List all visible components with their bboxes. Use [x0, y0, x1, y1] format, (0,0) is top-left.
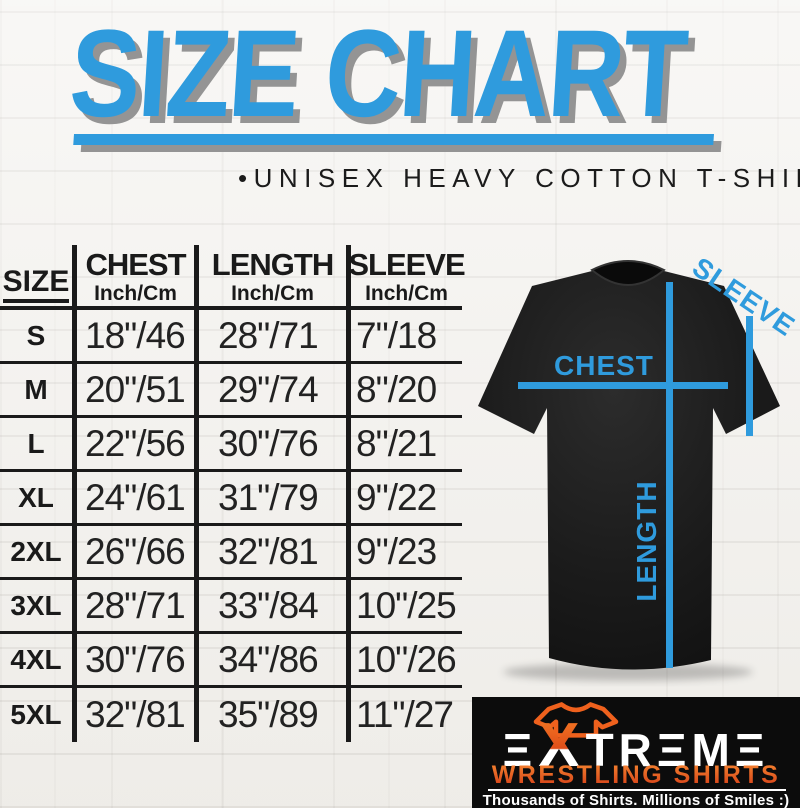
chest-cell: 24"/61: [77, 472, 199, 526]
size-table: SIZE CHEST Inch/Cm LENGTH Inch/Cm SLEEVE…: [0, 245, 466, 742]
chest-cell: 26"/66: [77, 526, 199, 580]
header-chest-label: CHEST: [85, 247, 186, 283]
brand-logo: Ξ X TRΞMΞ WRESTLING SHIRTS Thousands of Sh…: [472, 697, 800, 808]
header-size-label: SIZE: [2, 267, 70, 303]
tshirt-logo-icon: [533, 702, 619, 738]
chest-cell: 32"/81: [77, 688, 199, 742]
sleeve-line: [746, 316, 753, 436]
size-cell: XL: [0, 472, 77, 526]
sleeve-cell: 10"/26: [351, 634, 462, 688]
header-sleeve-unit: Inch/Cm: [365, 281, 448, 305]
chest-cell: 18"/46: [77, 310, 199, 364]
header-chest: CHEST Inch/Cm: [77, 245, 199, 310]
size-cell: L: [0, 418, 77, 472]
collar: [590, 260, 666, 286]
size-cell: M: [0, 364, 77, 418]
tshirt-silhouette: [478, 270, 780, 670]
brand-letter-x: X: [538, 711, 585, 780]
header-length-label: LENGTH: [211, 247, 334, 283]
sleeve-cell: 9"/23: [351, 526, 462, 580]
logo-separator: [488, 789, 786, 791]
chest-label: CHEST: [554, 350, 654, 381]
length-cell: 32"/81: [199, 526, 351, 580]
chest-cell: 28"/71: [77, 580, 199, 634]
length-label: LENGTH: [631, 480, 662, 601]
size-cell: 5XL: [0, 688, 77, 742]
chest-cell: 22"/56: [77, 418, 199, 472]
header-sleeve-label: SLEEVE: [348, 247, 465, 283]
size-cell: 4XL: [0, 634, 77, 688]
header-chest-unit: Inch/Cm: [94, 281, 177, 305]
size-cell: 3XL: [0, 580, 77, 634]
brand-letters-post: TRΞMΞ: [585, 724, 770, 776]
subtitle: •UNISEX HEAVY COTTON T-SHIRT: [238, 163, 800, 193]
sleeve-cell: 10"/25: [351, 580, 462, 634]
length-cell: 28"/71: [199, 310, 351, 364]
length-cell: 29"/74: [199, 364, 351, 418]
header-size: SIZE: [0, 245, 77, 310]
brand-letters-pre: Ξ: [502, 724, 538, 776]
tshirt-measurement-diagram: CHEST LENGTH SLEEVE: [460, 251, 800, 708]
length-cell: 30"/76: [199, 418, 351, 472]
length-cell: 33"/84: [199, 580, 351, 634]
length-cell: 35"/89: [199, 688, 351, 742]
sleeve-cell: 7"/18: [351, 310, 462, 364]
sleeve-cell: 9"/22: [351, 472, 462, 526]
brand-wordmark: Ξ X TRΞMΞ: [472, 715, 800, 777]
header-sleeve: SLEEVE Inch/Cm: [348, 245, 466, 310]
chest-cell: 30"/76: [77, 634, 199, 688]
sleeve-cell: 8"/20: [351, 364, 462, 418]
size-cell: S: [0, 310, 77, 364]
brand-tagline: Thousands of Shirts. Millions of Smiles …: [482, 792, 790, 808]
brand-subtitle: WRESTLING SHIRTS: [472, 763, 800, 788]
length-cell: 31"/79: [199, 472, 351, 526]
chest-cell: 20"/51: [77, 364, 199, 418]
size-cell: 2XL: [0, 526, 77, 580]
title-underline: [73, 134, 714, 145]
page-title: SIZE CHART: [66, 5, 690, 143]
chest-line: [518, 382, 728, 389]
length-cell: 34"/86: [199, 634, 351, 688]
shirt-shadow: [503, 663, 753, 681]
tshirt-graphic: CHEST LENGTH SLEEVE: [478, 251, 800, 681]
header-length-unit: Inch/Cm: [231, 281, 314, 305]
length-line: [666, 282, 673, 668]
sleeve-cell: 11"/27: [356, 694, 454, 735]
sleeve-cell: 8"/21: [351, 418, 462, 472]
header-length: LENGTH Inch/Cm: [199, 245, 351, 310]
